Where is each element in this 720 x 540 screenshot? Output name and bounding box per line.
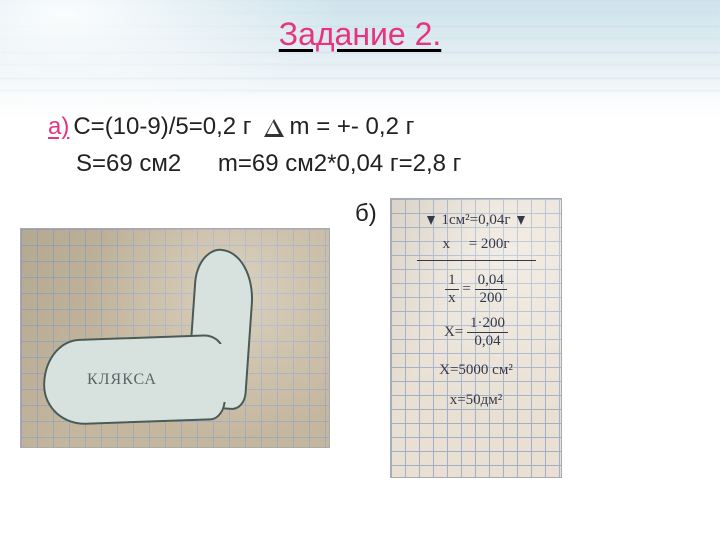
hw-l3pre: X= [444,324,467,340]
hw-l1b-row: x = 200г [391,233,561,257]
line2-m: m=69 см2*0,04 г=2,8 г [218,150,462,177]
line2-s: S=69 см2 [76,150,181,177]
marker-b: б) [355,200,377,228]
photo-a: КЛЯКСА [20,228,330,448]
body-text: а) С=(10-9)/5=0,2 г m = +- 0,2 г S=69 см… [48,108,680,182]
arrow-down-icon [427,216,435,225]
frac1-den-l: x [445,290,459,306]
frac1-num-l: 1 [445,273,459,290]
line-2: S=69 см2 m=69 см2*0,04 г=2,8 г [48,145,680,182]
photo-b: 1см²=0,04г x = 200г 1 x = 0,04 200 X= 1·… [390,198,562,478]
hw-l1b: x [442,236,450,252]
hw-l1c: = 200г [469,236,510,252]
frac2-den: 0,04 [467,333,508,349]
hw-l3: X= 1·200 0,04 [391,314,561,351]
frac1-den-r: 200 [475,290,507,306]
line-1: а) С=(10-9)/5=0,2 г m = +- 0,2 г [48,108,680,145]
hw-l1a: 1см²=0,04г [441,212,510,228]
frac1-right: 0,04 200 [475,273,507,306]
frac1-num-r: 0,04 [475,273,507,290]
marker-a: а) [48,108,69,145]
line1-part1: С=(10-9)/5=0,2 г [73,108,251,145]
handwriting: 1см²=0,04г x = 200г 1 x = 0,04 200 X= 1·… [391,209,561,412]
frac1-eq: = [462,281,474,297]
hw-l1: 1см²=0,04г [391,209,561,233]
hw-divider [417,260,536,265]
page-title: Задание 2. [279,16,442,53]
frac2: 1·200 0,04 [467,316,508,349]
hw-l4: X=5000 см² [391,359,561,383]
title-text: Задание 2. [279,16,442,52]
blob-shape-joint [181,344,243,402]
frac1-left: 1 x [445,273,459,306]
frac2-num: 1·200 [467,316,508,333]
arrow-down-icon [517,216,525,225]
line1-part2: m = +- 0,2 г [290,108,415,145]
blob-label: КЛЯКСА [87,371,157,389]
triangle-icon [264,119,284,137]
hw-l5: x=50дм² [391,389,561,413]
hw-frac-row-1: 1 x = 0,04 200 [391,271,561,308]
